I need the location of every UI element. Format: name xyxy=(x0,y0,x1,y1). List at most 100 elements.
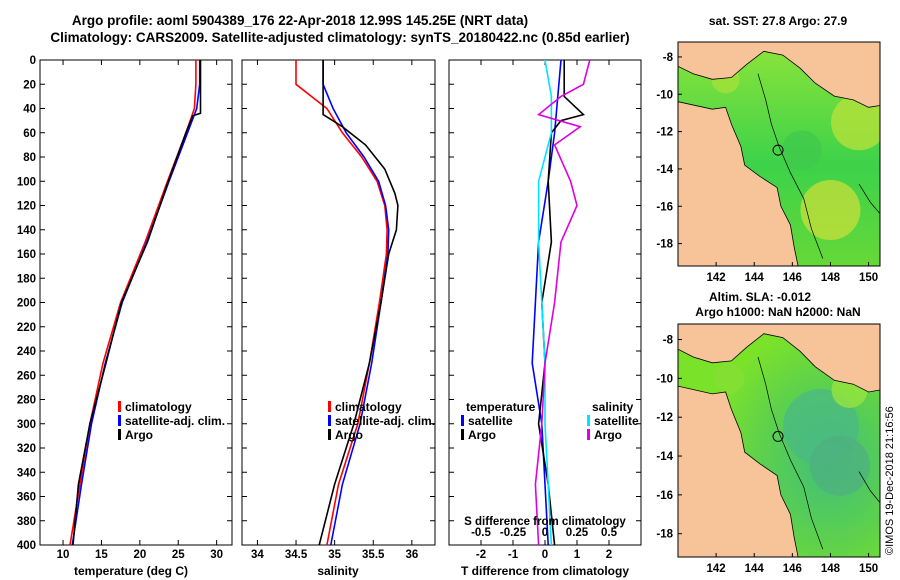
plot-frame xyxy=(39,59,233,546)
map-x-tick-label: 146 xyxy=(783,563,802,575)
difference-panel: -2 -1 0 1 2 -0.5 -0.25 0 0.25 0.5 xyxy=(448,59,642,561)
map-x-tick-label: 148 xyxy=(821,272,841,284)
x-tick-label: 35 xyxy=(328,549,341,561)
map-y-tick-label: -10 xyxy=(656,89,673,101)
map-frame xyxy=(677,323,881,558)
y-tick-label: 400 xyxy=(17,540,36,552)
map-x-tick-label: 144 xyxy=(745,563,765,575)
title-line-1: Argo profile: aoml 5904389_176 22-Apr-20… xyxy=(72,13,528,28)
y-tick-label: 140 xyxy=(17,225,36,237)
map-y-tick-label: -18 xyxy=(656,239,673,251)
legend-title-salinity: salinity xyxy=(592,400,634,414)
map-x-tick-label: 148 xyxy=(821,563,841,575)
sst-map: 142 144 146 148 150 -8 -10 -12 -14 -16 -18 xyxy=(656,41,881,284)
x-tick-label: 10 xyxy=(57,549,70,561)
land-new-guinea xyxy=(678,324,880,393)
legend-swatch-argo xyxy=(118,429,121,440)
y-tick-label: 380 xyxy=(17,516,36,528)
x-tick-label: 20 xyxy=(133,549,146,561)
y-tick-label: 240 xyxy=(17,346,36,358)
series-line xyxy=(72,60,202,546)
x-tick-label: 25 xyxy=(172,549,185,561)
difference-xlabel: T difference from climatology xyxy=(461,564,629,578)
y-tick-label: 180 xyxy=(17,273,36,285)
salinity-legend: climatology satellite-adj. clim. Argo xyxy=(328,400,435,442)
legend-label-s-satellite: satellite xyxy=(594,414,639,428)
legend-label-t-satellite: satellite xyxy=(468,414,513,428)
series-line xyxy=(537,60,585,546)
legend-swatch-satellite xyxy=(118,415,121,426)
map-y-tick-label: -8 xyxy=(663,52,674,64)
x-tick-label: 1 xyxy=(574,549,581,561)
series-line xyxy=(537,59,553,546)
map-frame xyxy=(677,41,881,267)
y-tick-label: 280 xyxy=(17,395,36,407)
map-x-tick-label: 142 xyxy=(707,272,726,284)
map-y-tick-label: -18 xyxy=(656,529,673,541)
legend-swatch-t-argo xyxy=(461,429,464,440)
map-x-tick-label: 142 xyxy=(707,563,726,575)
top-tick-label: 0 xyxy=(542,527,548,539)
map-x-tick-label: 150 xyxy=(859,563,878,575)
legend-label-s-argo: Argo xyxy=(594,428,622,442)
x-tick-label: 15 xyxy=(95,549,108,561)
sla-map: 142 144 146 148 150 -8 -10 -12 -14 -16 -18 xyxy=(656,323,881,575)
x-tick-label: 34.5 xyxy=(285,549,308,561)
series-line xyxy=(534,59,591,546)
legend-title-temperature: temperature xyxy=(466,400,536,414)
map-content xyxy=(678,42,880,266)
legend-swatch-climatology xyxy=(328,401,331,412)
salinity-xlabel: salinity xyxy=(317,564,359,578)
temperature-xlabel: temperature (deg C) xyxy=(74,564,188,578)
map-y-tick-label: -12 xyxy=(656,127,673,139)
land-cape-york xyxy=(678,385,799,557)
map-y-tick-label: -8 xyxy=(663,335,674,347)
bathymetry-contour xyxy=(757,356,824,550)
argo-location-marker xyxy=(772,430,784,442)
series-line xyxy=(71,60,201,546)
title-line-2: Climatology: CARS2009. Satellite-adjuste… xyxy=(50,30,629,45)
y-tick-label: 160 xyxy=(17,249,36,261)
legend-swatch-s-argo xyxy=(587,429,590,440)
x-tick-label: 35.5 xyxy=(362,549,385,561)
y-tick-label: 100 xyxy=(17,176,36,188)
legend-swatch-satellite xyxy=(328,415,331,426)
bathymetry-contour xyxy=(757,73,824,259)
land-cape-york xyxy=(678,101,799,266)
y-tick-label: 340 xyxy=(17,467,36,479)
bathymetry-contour xyxy=(858,183,880,214)
y-tick-label: 80 xyxy=(23,152,36,164)
legend-swatch-s-satellite xyxy=(587,415,590,426)
map-y-tick-label: -16 xyxy=(656,490,673,502)
y-tick-label: 20 xyxy=(23,79,36,91)
map-content xyxy=(678,324,880,557)
map-x-tick-label: 150 xyxy=(859,272,878,284)
x-tick-label: 0 xyxy=(542,549,548,561)
map-x-tick-label: 146 xyxy=(783,272,802,284)
ocean-patch xyxy=(714,363,745,394)
y-tick-label: 360 xyxy=(17,492,36,504)
y-tick-label: 200 xyxy=(17,298,36,310)
legend-label-t-argo: Argo xyxy=(468,428,496,442)
salinity-panel: 34 34.5 35 35.5 36 xyxy=(241,59,436,561)
bathymetry-contour xyxy=(858,471,880,503)
series-line xyxy=(322,60,390,546)
sst-map-title: sat. SST: 27.8 Argo: 27.9 xyxy=(709,14,848,28)
top-tick-label: -0.5 xyxy=(471,527,491,539)
temperature-panel: 0 20 40 60 80 100 120 140 160 180 200 220 240 260 280 3… xyxy=(17,55,233,561)
y-tick-label: 260 xyxy=(17,370,36,382)
legend-label-climatology: climatology xyxy=(125,400,192,414)
legend-label-satellite: satellite-adj. clim. xyxy=(125,414,225,428)
land-new-guinea xyxy=(678,42,880,108)
legend-label-satellite: satellite-adj. clim. xyxy=(335,414,435,428)
legend-swatch-climatology xyxy=(118,401,121,412)
legend-swatch-argo xyxy=(328,429,331,440)
top-tick-label: 0.5 xyxy=(601,527,618,539)
y-tick-label: 320 xyxy=(17,443,36,455)
y-tick-label: 120 xyxy=(17,201,36,213)
sla-map-title-2: Argo h1000: NaN h2000: NaN xyxy=(695,305,860,319)
map-y-tick-label: -16 xyxy=(656,201,673,213)
y-tick-label: 0 xyxy=(30,55,36,67)
x-tick-label: 2 xyxy=(606,549,612,561)
